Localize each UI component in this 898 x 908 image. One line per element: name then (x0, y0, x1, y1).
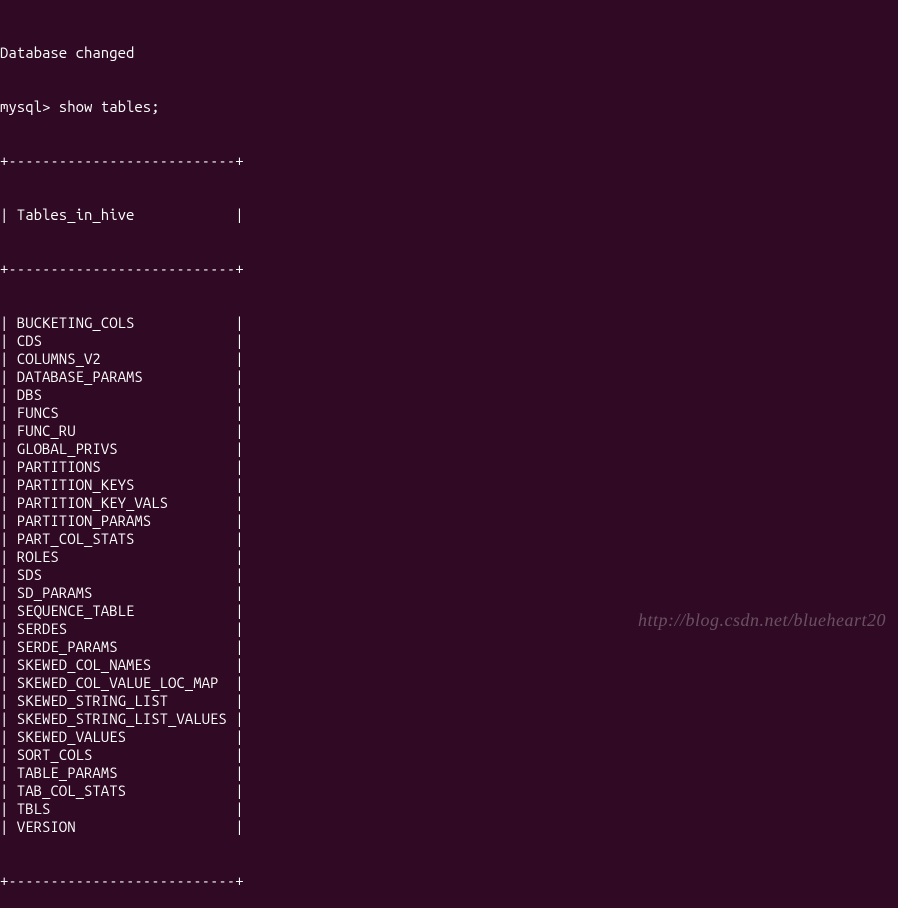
table-row: | SEQUENCE_TABLE | (0, 602, 898, 620)
table-row: | SDS | (0, 566, 898, 584)
table-row: | SKEWED_VALUES | (0, 728, 898, 746)
table-row: | SD_PARAMS | (0, 584, 898, 602)
table-row: | DBS | (0, 386, 898, 404)
table-row: | SKEWED_STRING_LIST_VALUES | (0, 710, 898, 728)
table-row: | SKEWED_STRING_LIST | (0, 692, 898, 710)
table-row: | TAB_COL_STATS | (0, 782, 898, 800)
table-row: | PART_COL_STATS | (0, 530, 898, 548)
prompt-line: mysql> show tables; (0, 98, 898, 116)
table-row: | TABLE_PARAMS | (0, 764, 898, 782)
table-row: | SORT_COLS | (0, 746, 898, 764)
table-border-top: +---------------------------+ (0, 152, 898, 170)
table-row: | VERSION | (0, 818, 898, 836)
table-row: | PARTITION_KEY_VALS | (0, 494, 898, 512)
table-row: | BUCKETING_COLS | (0, 314, 898, 332)
table-row: | FUNC_RU | (0, 422, 898, 440)
table-row: | CDS | (0, 332, 898, 350)
table-row: | PARTITION_PARAMS | (0, 512, 898, 530)
status-line: Database changed (0, 44, 898, 62)
table-row: | SKEWED_COL_VALUE_LOC_MAP | (0, 674, 898, 692)
table-row: | PARTITIONS | (0, 458, 898, 476)
table-body: | BUCKETING_COLS || CDS || COLUMNS_V2 ||… (0, 314, 898, 836)
table-border-mid: +---------------------------+ (0, 260, 898, 278)
table-row: | ROLES | (0, 548, 898, 566)
table-row: | COLUMNS_V2 | (0, 350, 898, 368)
table-header-row: | Tables_in_hive | (0, 206, 898, 224)
terminal-output: Database changed mysql> show tables; +--… (0, 0, 898, 908)
table-row: | DATABASE_PARAMS | (0, 368, 898, 386)
table-row: | SERDES | (0, 620, 898, 638)
table-row: | GLOBAL_PRIVS | (0, 440, 898, 458)
table-row: | TBLS | (0, 800, 898, 818)
table-border-bottom: +---------------------------+ (0, 872, 898, 890)
table-row: | SKEWED_COL_NAMES | (0, 656, 898, 674)
table-row: | FUNCS | (0, 404, 898, 422)
table-row: | PARTITION_KEYS | (0, 476, 898, 494)
